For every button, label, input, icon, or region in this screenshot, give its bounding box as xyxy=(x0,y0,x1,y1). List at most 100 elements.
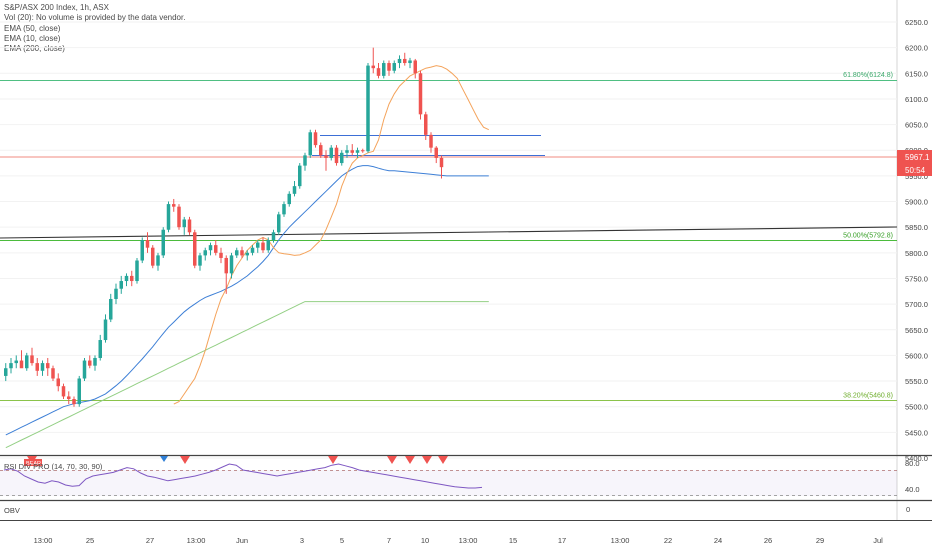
obv-label[interactable]: OBV xyxy=(4,506,20,515)
candle-body[interactable] xyxy=(40,363,45,371)
candle-body[interactable] xyxy=(245,252,250,256)
candle-body[interactable] xyxy=(434,147,439,158)
candle-body[interactable] xyxy=(46,363,50,369)
candle-body[interactable] xyxy=(161,229,166,256)
candle-body[interactable] xyxy=(408,60,412,64)
candle-body[interactable] xyxy=(214,245,218,253)
candle-body[interactable] xyxy=(82,360,87,379)
candle-body[interactable] xyxy=(376,68,381,76)
candle-body[interactable] xyxy=(439,157,444,168)
candle-body[interactable] xyxy=(172,204,176,207)
candle-body[interactable] xyxy=(19,360,24,369)
legend-ema200[interactable]: EMA (200, close) xyxy=(4,44,65,54)
candle-body[interactable] xyxy=(135,260,139,282)
bear-divergence-marker[interactable] xyxy=(180,456,190,464)
candle-body[interactable] xyxy=(256,242,260,248)
candle-body[interactable] xyxy=(298,165,302,187)
candle-body[interactable] xyxy=(30,355,34,364)
candle-body[interactable] xyxy=(387,63,391,71)
candle-body[interactable] xyxy=(208,245,213,251)
candle-body[interactable] xyxy=(366,65,370,152)
candle-body[interactable] xyxy=(282,204,286,215)
candle-body[interactable] xyxy=(93,357,97,366)
candle-body[interactable] xyxy=(166,204,171,230)
candle-body[interactable] xyxy=(292,186,297,194)
candle-body[interactable] xyxy=(219,252,223,258)
candle-body[interactable] xyxy=(424,114,428,135)
candle-body[interactable] xyxy=(271,232,276,240)
candle-body[interactable] xyxy=(266,240,271,251)
bear-divergence-marker[interactable] xyxy=(328,456,338,464)
candle-body[interactable] xyxy=(35,363,40,371)
candle-body[interactable] xyxy=(350,150,355,153)
legend-ema10[interactable]: EMA (10, close) xyxy=(4,33,61,43)
candle-body[interactable] xyxy=(193,232,197,266)
candle-body[interactable] xyxy=(397,58,402,64)
candle-body[interactable] xyxy=(361,150,365,152)
candle-body[interactable] xyxy=(177,206,181,228)
candle-body[interactable] xyxy=(329,147,334,158)
candle-body[interactable] xyxy=(224,257,229,274)
bear-divergence-marker[interactable] xyxy=(387,456,397,464)
candle-body[interactable] xyxy=(340,152,344,164)
candle-body[interactable] xyxy=(382,63,386,76)
candle-body[interactable] xyxy=(250,247,255,253)
candle-body[interactable] xyxy=(198,255,202,266)
candle-body[interactable] xyxy=(182,219,187,228)
candle-body[interactable] xyxy=(303,155,307,166)
candle-body[interactable] xyxy=(334,147,339,164)
candle-body[interactable] xyxy=(240,250,244,256)
candle-body[interactable] xyxy=(9,363,13,369)
candle-body[interactable] xyxy=(124,275,129,282)
candle-body[interactable] xyxy=(88,360,92,366)
bear-divergence-marker[interactable] xyxy=(422,456,432,464)
candle-body[interactable] xyxy=(109,298,113,320)
candle-body[interactable] xyxy=(229,255,234,274)
candle-body[interactable] xyxy=(119,281,124,289)
candle-body[interactable] xyxy=(14,360,19,364)
candle-body[interactable] xyxy=(319,145,323,156)
candle-body[interactable] xyxy=(156,255,160,266)
candle-body[interactable] xyxy=(324,155,328,158)
candle-body[interactable] xyxy=(130,275,134,282)
candle-body[interactable] xyxy=(98,340,103,358)
candle-body[interactable] xyxy=(72,399,76,405)
candle-body[interactable] xyxy=(25,355,29,369)
trendline[interactable] xyxy=(0,226,898,239)
candle-body[interactable] xyxy=(61,386,66,397)
candle-body[interactable] xyxy=(418,73,423,115)
candle-body[interactable] xyxy=(4,368,8,376)
candle-body[interactable] xyxy=(277,214,281,233)
legend-symbol[interactable]: S&P/ASX 200 Index, 1h, ASX xyxy=(4,3,109,12)
candle-body[interactable] xyxy=(51,368,55,379)
candle-body[interactable] xyxy=(114,288,118,299)
candle-body[interactable] xyxy=(413,60,418,74)
candle-body[interactable] xyxy=(187,219,192,233)
candle-body[interactable] xyxy=(313,132,318,146)
candle-body[interactable] xyxy=(145,240,150,248)
legend-volume[interactable]: Vol (20): No volume is provided by the d… xyxy=(4,13,186,23)
candle-body[interactable] xyxy=(56,378,61,387)
candle-body[interactable] xyxy=(203,250,208,256)
candle-body[interactable] xyxy=(429,134,433,148)
candle-body[interactable] xyxy=(287,193,292,205)
candle-body[interactable] xyxy=(355,150,360,153)
candle-body[interactable] xyxy=(308,132,313,156)
candle-body[interactable] xyxy=(345,150,349,153)
candle-body[interactable] xyxy=(151,247,155,266)
bear-divergence-marker[interactable] xyxy=(405,456,415,464)
candle-body[interactable] xyxy=(403,58,407,64)
bull-divergence-marker[interactable] xyxy=(160,456,168,462)
candle-body[interactable] xyxy=(140,240,145,261)
candle-body[interactable] xyxy=(261,242,265,251)
candle-body[interactable] xyxy=(392,63,397,71)
bear-divergence-marker[interactable] xyxy=(438,456,448,464)
candle-body[interactable] xyxy=(77,378,82,405)
candle-body[interactable] xyxy=(67,396,71,400)
candle-body[interactable] xyxy=(235,250,239,256)
legend-ema50[interactable]: EMA (50, close) xyxy=(4,23,61,33)
candle-body[interactable] xyxy=(103,319,108,341)
candle-body[interactable] xyxy=(371,65,376,69)
rsi-label[interactable]: RSI DIV PRO (14, 70, 30, 90) xyxy=(4,462,103,471)
